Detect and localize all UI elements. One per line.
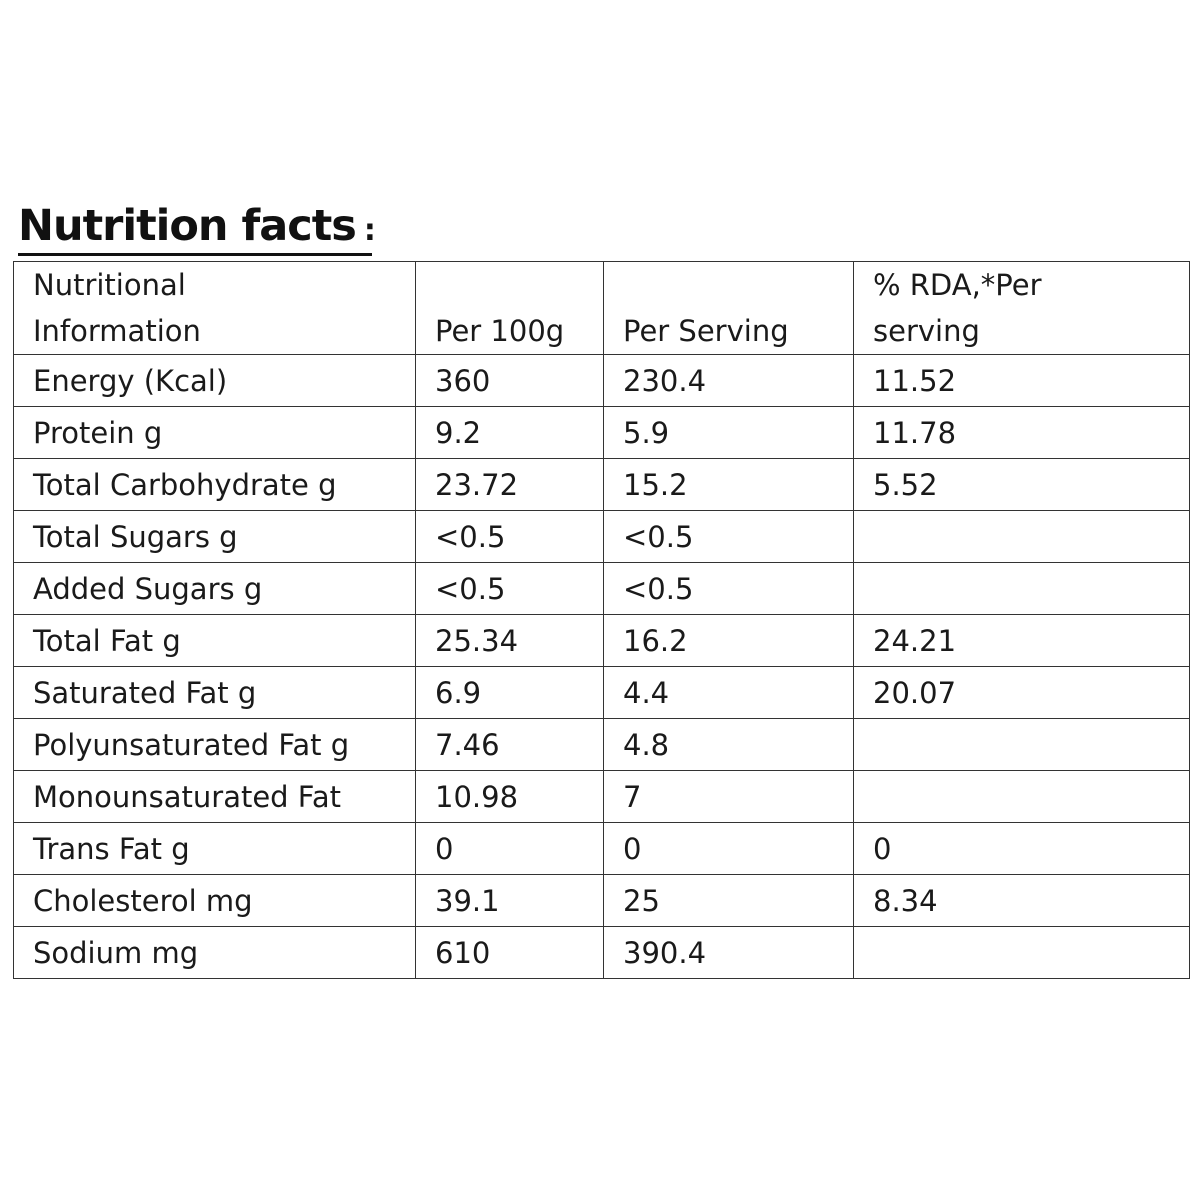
cell-per-serving: 390.4 [603,926,854,979]
cell-per-serving: 7 [603,770,854,823]
cell-nutrient: Added Sugars g [13,562,416,615]
cell-per-100g: 0 [415,822,604,875]
cell-nutrient: Saturated Fat g [13,666,416,719]
cell-rda: 20.07 [853,666,1190,719]
cell-nutrient: Energy (Kcal) [13,354,416,407]
cell-rda [853,770,1190,823]
cell-per-100g: 6.9 [415,666,604,719]
cell-nutrient: Protein g [13,406,416,459]
header-nutrient-line2: Information [33,314,201,348]
page-title: Nutrition facts : [18,200,376,256]
cell-rda: 24.21 [853,614,1190,667]
cell-nutrient: Cholesterol mg [13,874,416,927]
cell-rda [853,510,1190,563]
header-nutrient: Nutritional Information [13,261,416,355]
table-row: Saturated Fat g 6.9 4.4 20.07 [13,666,1190,719]
cell-per-serving: 25 [603,874,854,927]
cell-nutrient: Monounsaturated Fat [13,770,416,823]
cell-per-serving: 5.9 [603,406,854,459]
table-row: Cholesterol mg 39.1 25 8.34 [13,874,1190,927]
header-rda-line1: % RDA,*Per [873,268,1042,302]
cell-per-100g: 9.2 [415,406,604,459]
cell-rda: 0 [853,822,1190,875]
cell-per-serving: 230.4 [603,354,854,407]
cell-rda: 8.34 [853,874,1190,927]
cell-per-100g: <0.5 [415,562,604,615]
cell-nutrient: Trans Fat g [13,822,416,875]
cell-rda: 5.52 [853,458,1190,511]
cell-per-serving: 4.4 [603,666,854,719]
cell-nutrient: Total Carbohydrate g [13,458,416,511]
cell-per-serving: 0 [603,822,854,875]
table-row: Added Sugars g <0.5 <0.5 [13,562,1190,615]
cell-nutrient: Sodium mg [13,926,416,979]
cell-per-serving: <0.5 [603,510,854,563]
table-row: Total Carbohydrate g 23.72 15.2 5.52 [13,458,1190,511]
title-colon: : [363,213,376,248]
cell-per-100g: 360 [415,354,604,407]
header-rda-line2: serving [873,314,980,348]
cell-per-100g: 25.34 [415,614,604,667]
cell-per-100g: 7.46 [415,718,604,771]
cell-per-100g: 23.72 [415,458,604,511]
cell-per-serving: 4.8 [603,718,854,771]
cell-per-serving: <0.5 [603,562,854,615]
cell-nutrient: Polyunsaturated Fat g [13,718,416,771]
cell-per-serving: 15.2 [603,458,854,511]
header-per-100g: Per 100g [415,261,604,355]
cell-per-100g: <0.5 [415,510,604,563]
table-row: Monounsaturated Fat 10.98 7 [13,770,1190,823]
table-row: Total Fat g 25.34 16.2 24.21 [13,614,1190,667]
cell-nutrient: Total Sugars g [13,510,416,563]
title-text: Nutrition facts [18,201,357,251]
cell-rda [853,562,1190,615]
table-row: Sodium mg 610 390.4 [13,926,1190,979]
cell-rda [853,718,1190,771]
cell-per-serving: 16.2 [603,614,854,667]
cell-rda: 11.78 [853,406,1190,459]
table-row: Energy (Kcal) 360 230.4 11.52 [13,354,1190,407]
table-row: Protein g 9.2 5.9 11.78 [13,406,1190,459]
nutrition-table: Nutritional Information Per 100g Per Ser… [13,261,1190,979]
header-per-serving: Per Serving [603,261,854,355]
header-nutrient-line1: Nutritional [33,268,186,302]
cell-per-100g: 610 [415,926,604,979]
table-row: Total Sugars g <0.5 <0.5 [13,510,1190,563]
cell-rda: 11.52 [853,354,1190,407]
cell-rda [853,926,1190,979]
header-rda: % RDA,*Per serving [853,261,1190,355]
table-row: Polyunsaturated Fat g 7.46 4.8 [13,718,1190,771]
cell-per-100g: 39.1 [415,874,604,927]
cell-nutrient: Total Fat g [13,614,416,667]
table-header-row: Nutritional Information Per 100g Per Ser… [13,261,1190,355]
title-underline [18,253,372,256]
cell-per-100g: 10.98 [415,770,604,823]
